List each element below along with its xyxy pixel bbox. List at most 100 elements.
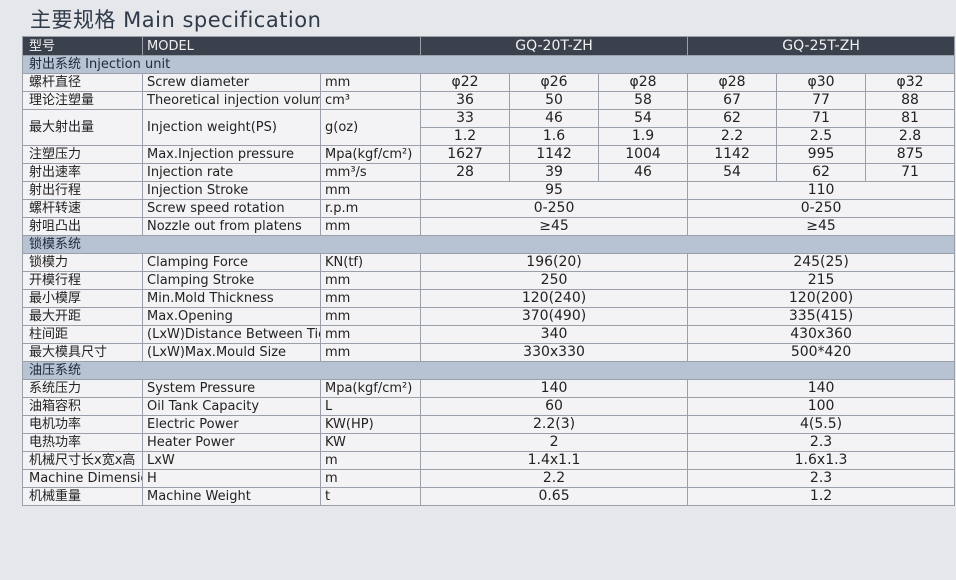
- spec-name-en: Nozzle out from platens: [142, 217, 321, 236]
- table-row: 油箱容积 Oil Tank Capacity L 60 100: [22, 397, 956, 416]
- table-row: 锁模力 Clamping Force KN(tf) 196(20) 245(25): [22, 253, 956, 272]
- table-row: 射咀凸出 Nozzle out from platens mm ≥45 ≥45: [22, 217, 956, 236]
- spec-name-cn: 锁模力: [22, 253, 143, 272]
- spec-value: 2.2(3): [420, 415, 689, 434]
- spec-unit: mm: [319, 289, 422, 308]
- spec-name-cn: Machine Dimensions: [22, 469, 143, 488]
- spec-unit: r.p.m: [319, 199, 422, 218]
- spec-value: φ22: [420, 73, 511, 92]
- spec-unit: mm: [319, 343, 422, 362]
- spec-value: 196(20): [420, 253, 689, 272]
- table-row: 理论注塑量 Theoretical injection volume cm³ 36 50…: [22, 91, 956, 110]
- spec-name-cn: 机械尺寸长x宽x高: [22, 451, 143, 470]
- spec-value: φ28: [687, 73, 778, 92]
- spec-name-cn: 开模行程: [22, 271, 143, 290]
- spec-unit: KW: [319, 433, 422, 452]
- spec-unit: Mpa(kgf/cm²): [319, 379, 422, 398]
- spec-unit: cm³: [319, 91, 422, 110]
- table-row: 最大模具尺寸 (LxW)Max.Mould Size mm 330x330 500*42…: [22, 343, 956, 362]
- spec-value: φ28: [598, 73, 689, 92]
- table-row: 1.2 1.6 1.9 2.2 2.5 2.8: [23, 127, 956, 146]
- spec-name-en: Injection weight(PS): [142, 109, 321, 146]
- spec-unit: g(oz): [319, 109, 422, 146]
- spec-value: 4(5.5): [687, 415, 956, 434]
- spec-value: 33: [420, 109, 511, 128]
- table-row: 锁模系统: [21, 235, 956, 254]
- spec-unit: mm: [319, 271, 422, 290]
- spec-value: ≥45: [687, 217, 956, 236]
- spec-name-en: (LxW)Distance Between Tie Bars: [142, 325, 321, 344]
- spec-name-cn: 最大开距: [22, 307, 143, 326]
- spec-value: 1.9: [598, 127, 689, 146]
- spec-value: 2.2: [420, 469, 689, 488]
- spec-value: 370(490): [420, 307, 689, 326]
- spec-name-en: Clamping Force: [142, 253, 321, 272]
- table-row: 注塑压力 Max.Injection pressure Mpa(kgf/cm²) 16…: [22, 145, 956, 164]
- spec-value: 2.5: [776, 127, 867, 146]
- spec-name-cn: 射出行程: [22, 181, 143, 200]
- spec-name-en: Machine Weight: [142, 487, 321, 506]
- table-row: 机械尺寸长x宽x高 LxW m 1.4x1.1 1.6x1.3: [22, 451, 956, 470]
- spec-value: 140: [420, 379, 689, 398]
- spec-value: 1004: [598, 145, 689, 164]
- table-row: 射出行程 Injection Stroke mm 95 110: [22, 181, 956, 200]
- header-en: MODEL: [141, 36, 422, 56]
- spec-name-cn: 最大模具尺寸: [22, 343, 143, 362]
- spec-name-cn: 柱间距: [22, 325, 143, 344]
- model-name: GQ-25T-ZH: [687, 36, 956, 56]
- table-row: 系统压力 System Pressure Mpa(kgf/cm²) 140 140: [22, 379, 956, 398]
- spec-value: φ30: [776, 73, 867, 92]
- table-row: 型号 MODEL GQ-20T-ZH GQ-25T-ZH: [22, 36, 956, 56]
- spec-value: 430x360: [687, 325, 956, 344]
- spec-unit: Mpa(kgf/cm²): [319, 145, 422, 164]
- spec-name-en: Electric Power: [142, 415, 321, 434]
- spec-value: 1.2: [420, 127, 511, 146]
- spec-unit: mm: [319, 73, 422, 92]
- model-name: GQ-20T-ZH: [420, 36, 689, 56]
- table-row: 螺杆转速 Screw speed rotation r.p.m 0-250 0-250: [22, 199, 956, 218]
- title: 主要规格 Main specification: [30, 8, 322, 32]
- spec-unit: mm: [319, 217, 422, 236]
- spec-name-en: Oil Tank Capacity: [142, 397, 321, 416]
- spec-value: 340: [420, 325, 689, 344]
- spec-name-cn: 机械重量: [22, 487, 143, 506]
- spec-value: 71: [776, 109, 867, 128]
- spec-value: 2.8: [865, 127, 956, 146]
- spec-value: 2: [420, 433, 689, 452]
- spec-value: 28: [420, 163, 511, 182]
- spec-value: 0-250: [420, 199, 689, 218]
- spec-name-cn: 电热功率: [22, 433, 143, 452]
- spec-value: 995: [776, 145, 867, 164]
- section-title: 油压系统: [21, 361, 956, 380]
- spec-name-en: Injection Stroke: [142, 181, 321, 200]
- spec-value: φ26: [509, 73, 600, 92]
- table-row: 射出系统 Injection unit: [21, 55, 956, 74]
- spec-name-en: (LxW)Max.Mould Size: [142, 343, 321, 362]
- spec-name-cn: 射出速率: [22, 163, 143, 182]
- spec-value: 81: [865, 109, 956, 128]
- spec-unit: L: [319, 397, 422, 416]
- spec-name-en: LxW: [142, 451, 321, 470]
- table-row: 开模行程 Clamping Stroke mm 250 215: [22, 271, 956, 290]
- spec-value: 58: [598, 91, 689, 110]
- spec-unit: mm: [319, 181, 422, 200]
- spec-name-en: Max.Opening: [142, 307, 321, 326]
- spec-value: 1.4x1.1: [420, 451, 689, 470]
- spec-name-en: Theoretical injection volume: [142, 91, 321, 110]
- spec-value: 0.65: [420, 487, 689, 506]
- spec-value: 215: [687, 271, 956, 290]
- spec-name-cn: 电机功率: [22, 415, 143, 434]
- spec-value: 54: [598, 109, 689, 128]
- spec-value: 245(25): [687, 253, 956, 272]
- spec-value: 77: [776, 91, 867, 110]
- table-row: 螺杆直径 Screw diameter mm φ22 φ26 φ28 φ28 φ30 φ32: [22, 73, 956, 92]
- spec-value: 1627: [420, 145, 511, 164]
- spec-value: 36: [420, 91, 511, 110]
- spec-unit: mm³/s: [319, 163, 422, 182]
- section-title: 锁模系统: [21, 235, 956, 254]
- section-title: 射出系统 Injection unit: [21, 55, 956, 74]
- table-row: 柱间距(LxW)Distance Between Tie Barsmm34043…: [22, 325, 956, 344]
- spec-value: 335(415): [687, 307, 956, 326]
- table-row: 电热功率 Heater Power KW 2 2.3: [22, 433, 956, 452]
